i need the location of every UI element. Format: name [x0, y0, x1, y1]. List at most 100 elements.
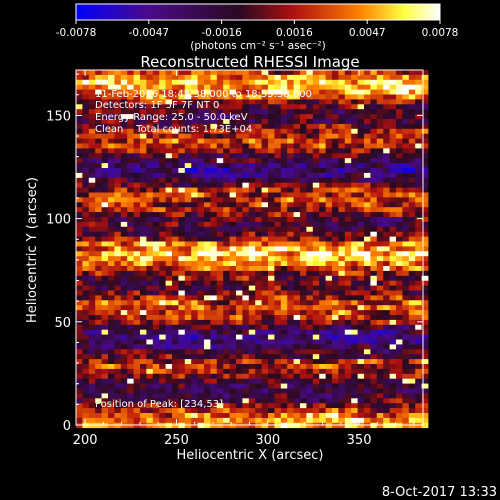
heatmap-cell: [204, 217, 211, 223]
heatmap-cell: [114, 261, 122, 267]
heatmap-cell: [165, 84, 173, 90]
heatmap-cell: [140, 408, 147, 414]
heatmap-cell: [197, 143, 205, 149]
heatmap-cell: [319, 221, 326, 228]
heatmap-cell: [306, 79, 314, 86]
heatmap-cell: [108, 315, 115, 321]
heatmap-cell: [229, 324, 237, 331]
heatmap-cell: [402, 119, 410, 125]
heatmap-cell: [191, 182, 198, 188]
heatmap-cell: [76, 344, 83, 350]
heatmap-cell: [101, 158, 109, 164]
heatmap-cell: [216, 417, 224, 424]
heatmap-cell: [300, 270, 307, 277]
heatmap-cell: [242, 133, 250, 139]
heatmap-cell: [300, 197, 307, 203]
heatmap-cell: [204, 280, 211, 286]
heatmap-cell: [140, 315, 147, 321]
heatmap-cell: [396, 89, 403, 95]
heatmap-cell: [338, 417, 346, 424]
heatmap-cell: [210, 114, 218, 120]
heatmap-cell: [108, 417, 115, 424]
heatmap-cell: [191, 334, 198, 340]
heatmap-cell: [236, 324, 243, 331]
heatmap-cell: [274, 417, 282, 424]
heatmap-cell: [370, 280, 378, 286]
heatmap-cell: [172, 329, 179, 335]
heatmap-cell: [357, 261, 365, 267]
heatmap-cell: [204, 104, 211, 110]
heatmap-cell: [120, 354, 128, 360]
heatmap-cell: [178, 275, 186, 282]
heatmap-cell: [293, 393, 301, 399]
heatmap-cell: [408, 89, 416, 95]
heatmap-cell: [165, 104, 173, 110]
heatmap-cell: [332, 261, 339, 267]
heatmap-cell: [338, 251, 346, 257]
heatmap-cell: [159, 246, 166, 252]
heatmap-cell: [402, 383, 410, 389]
heatmap-cell: [165, 339, 173, 345]
heatmap-cell: [300, 123, 307, 130]
heatmap-cell: [338, 153, 346, 159]
heatmap-cell: [421, 89, 429, 95]
heatmap-cell: [261, 241, 269, 247]
heatmap-cell: [165, 378, 173, 384]
heatmap-cell: [364, 226, 371, 233]
heatmap-cell: [108, 305, 115, 311]
heatmap-cell: [364, 310, 371, 316]
heatmap-cell: [421, 128, 429, 135]
heatmap-cell: [146, 182, 154, 188]
heatmap-cell: [415, 123, 422, 130]
heatmap-cell: [114, 197, 122, 203]
heatmap-cell: [248, 266, 256, 272]
heatmap-cell: [261, 256, 269, 262]
heatmap-cell: [325, 163, 333, 169]
heatmap-cell: [389, 168, 397, 174]
heatmap-cell: [300, 305, 307, 311]
heatmap-cell: [159, 408, 166, 414]
heatmap-cell: [389, 153, 397, 159]
heatmap-cell: [370, 388, 378, 394]
heatmap-cell: [159, 305, 166, 311]
heatmap-cell: [364, 109, 371, 115]
heatmap-cell: [210, 119, 218, 125]
heatmap-cell: [351, 187, 358, 193]
heatmap-cell: [108, 295, 115, 301]
heatmap-cell: [248, 324, 256, 331]
heatmap-cell: [325, 187, 333, 193]
heatmap-cell: [165, 305, 173, 311]
heatmap-cell: [280, 221, 288, 228]
heatmap-cell: [88, 329, 96, 335]
heatmap-cell: [127, 109, 134, 115]
heatmap-cell: [248, 119, 256, 125]
heatmap-cell: [332, 217, 339, 223]
heatmap-cell: [319, 275, 326, 282]
heatmap-cell: [101, 413, 109, 419]
heatmap-cell: [351, 128, 358, 135]
heatmap-cell: [204, 329, 211, 335]
heatmap-cell: [114, 359, 122, 365]
heatmap-cell: [261, 310, 269, 316]
heatmap-cell: [325, 378, 333, 384]
heatmap-cell: [364, 221, 371, 228]
heatmap-cell: [120, 398, 128, 404]
heatmap-cell: [351, 221, 358, 228]
heatmap-cell: [210, 398, 218, 404]
heatmap-cell: [306, 280, 314, 286]
heatmap-cell: [389, 305, 397, 311]
heatmap-cell: [152, 408, 160, 414]
heatmap-cell: [216, 329, 224, 335]
heatmap-cell: [204, 182, 211, 188]
heatmap-cell: [229, 261, 237, 267]
heatmap-cell: [140, 94, 147, 100]
heatmap-cell: [127, 270, 134, 277]
heatmap-cell: [389, 138, 397, 144]
heatmap-cell: [133, 94, 141, 100]
heatmap-cell: [197, 280, 205, 286]
heatmap-cell: [172, 354, 179, 360]
heatmap-cell: [293, 177, 301, 184]
heatmap-cell: [204, 79, 211, 86]
heatmap-cell: [242, 344, 250, 350]
heatmap-cell: [204, 270, 211, 277]
